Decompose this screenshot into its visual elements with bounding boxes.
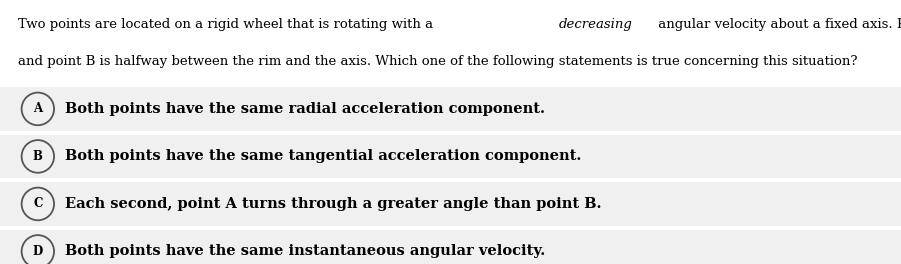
Text: D: D	[32, 245, 43, 258]
Text: decreasing: decreasing	[560, 18, 633, 31]
FancyBboxPatch shape	[0, 230, 901, 264]
Text: Two points are located on a rigid wheel that is rotating with a: Two points are located on a rigid wheel …	[18, 18, 437, 31]
Text: Both points have the same instantaneous angular velocity.: Both points have the same instantaneous …	[65, 244, 545, 258]
FancyBboxPatch shape	[0, 182, 901, 226]
Text: Each second, point A turns through a greater angle than point B.: Each second, point A turns through a gre…	[65, 197, 601, 211]
FancyBboxPatch shape	[0, 135, 901, 178]
Text: Both points have the same tangential acceleration component.: Both points have the same tangential acc…	[65, 149, 581, 163]
Text: Both points have the same radial acceleration component.: Both points have the same radial acceler…	[65, 102, 545, 116]
Text: and point B is halfway between the rim and the axis. Which one of the following : and point B is halfway between the rim a…	[18, 55, 858, 68]
Text: C: C	[33, 197, 42, 210]
Text: B: B	[33, 150, 42, 163]
Text: angular velocity about a fixed axis. Point A is located on the rim of the wheel: angular velocity about a fixed axis. Poi…	[654, 18, 901, 31]
Text: A: A	[33, 102, 42, 115]
FancyBboxPatch shape	[0, 87, 901, 131]
